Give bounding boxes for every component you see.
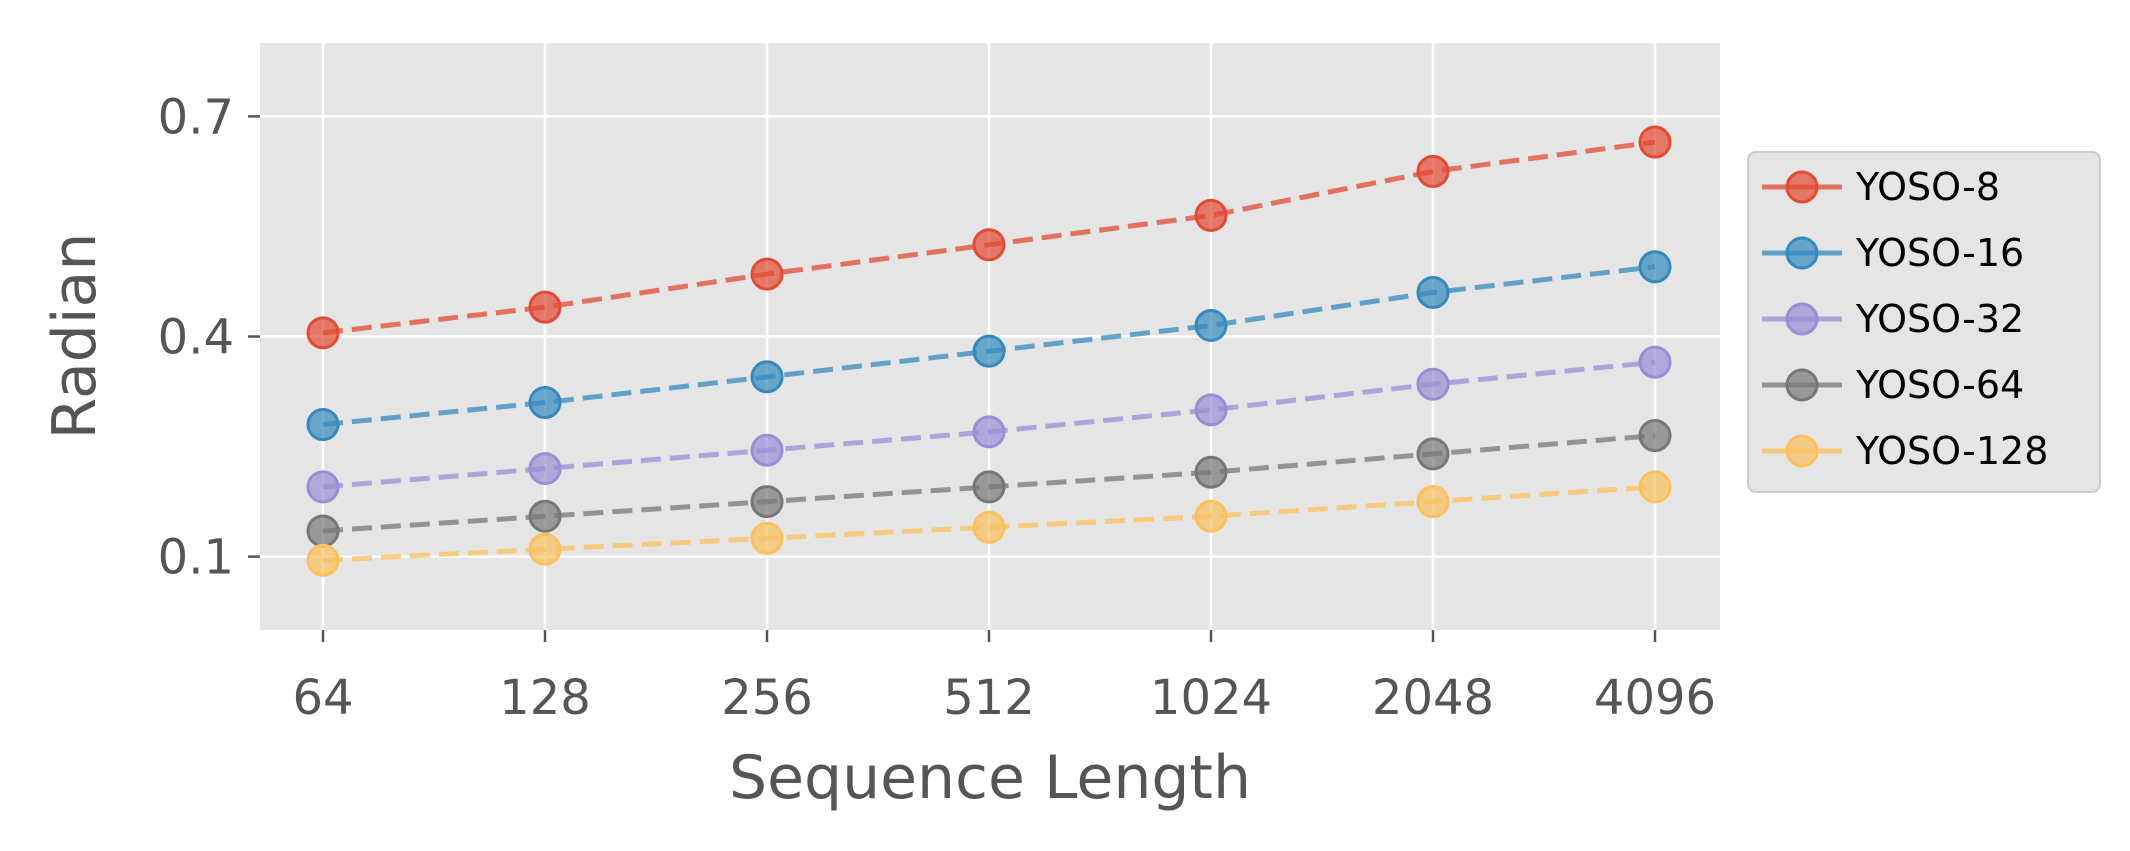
legend-label: YOSO-64: [1855, 363, 2024, 407]
x-tick-label: 1024: [1150, 670, 1272, 726]
data-point: [306, 408, 340, 442]
legend-label: YOSO-128: [1855, 429, 2048, 473]
data-point: [528, 532, 562, 566]
data-point: [1638, 345, 1672, 379]
data-point: [306, 543, 340, 577]
data-point: [306, 514, 340, 548]
series-yoso-16: [306, 250, 1672, 442]
legend-item: YOSO-64: [1762, 363, 2024, 407]
y-tick-label: 0.7: [158, 89, 234, 145]
data-point: [1416, 154, 1450, 188]
grid: [260, 43, 1720, 630]
data-point: [1638, 419, 1672, 453]
data-point: [972, 470, 1006, 504]
y-tick-label: 0.1: [158, 530, 234, 586]
x-axis: 64 128 256 512 1024 2048 4096: [292, 630, 1716, 726]
legend-marker: [1785, 236, 1819, 270]
data-point: [972, 415, 1006, 449]
data-point: [1416, 485, 1450, 519]
series-layer: [306, 125, 1672, 577]
data-point: [1638, 470, 1672, 504]
series-yoso-128: [306, 470, 1672, 577]
data-point: [306, 470, 340, 504]
legend-item: YOSO-16: [1762, 231, 2024, 275]
legend-marker: [1785, 302, 1819, 336]
x-tick-label: 4096: [1594, 670, 1716, 726]
data-point: [750, 257, 784, 291]
data-point: [528, 452, 562, 486]
data-point: [750, 521, 784, 555]
data-point: [1638, 125, 1672, 159]
data-point: [972, 334, 1006, 368]
data-point: [750, 485, 784, 519]
y-tick-label: 0.4: [158, 310, 234, 366]
y-axis-label: Radian: [40, 233, 110, 440]
series-yoso-64: [306, 419, 1672, 548]
legend-item: YOSO-8: [1762, 165, 2000, 209]
x-tick-label: 256: [721, 670, 813, 726]
legend-item: YOSO-128: [1762, 429, 2048, 473]
legend-item: YOSO-32: [1762, 297, 2024, 341]
data-point: [1416, 437, 1450, 471]
data-point: [750, 360, 784, 394]
data-point: [972, 228, 1006, 262]
x-tick-label: 128: [499, 670, 591, 726]
data-point: [1416, 275, 1450, 309]
data-point: [1638, 250, 1672, 284]
x-axis-label: Sequence Length: [729, 743, 1251, 813]
legend-frame: [1747, 151, 2101, 493]
legend-marker: [1785, 368, 1819, 402]
data-point: [1194, 198, 1228, 232]
data-point: [1416, 367, 1450, 401]
data-point: [528, 386, 562, 420]
x-tick-label: 64: [292, 670, 353, 726]
x-tick-label: 2048: [1372, 670, 1494, 726]
series-yoso-32: [306, 345, 1672, 504]
x-tick-label: 512: [943, 670, 1035, 726]
legend-label: YOSO-8: [1855, 165, 2000, 209]
series-yoso-8: [306, 125, 1672, 350]
legend-label: YOSO-32: [1855, 297, 2024, 341]
data-point: [528, 290, 562, 324]
legend: YOSO-8 YOSO-16 YOSO-32 YOSO-64 YOSO-128: [1747, 151, 2101, 493]
data-point: [306, 316, 340, 350]
legend-marker: [1785, 434, 1819, 468]
data-point: [1194, 499, 1228, 533]
data-point: [1194, 455, 1228, 489]
data-point: [972, 510, 1006, 544]
legend-marker: [1785, 170, 1819, 204]
data-point: [1194, 393, 1228, 427]
data-point: [750, 433, 784, 467]
legend-label: YOSO-16: [1855, 231, 2024, 275]
data-point: [1194, 308, 1228, 342]
y-axis: 0.1 0.4 0.7: [158, 89, 260, 586]
data-point: [528, 499, 562, 533]
